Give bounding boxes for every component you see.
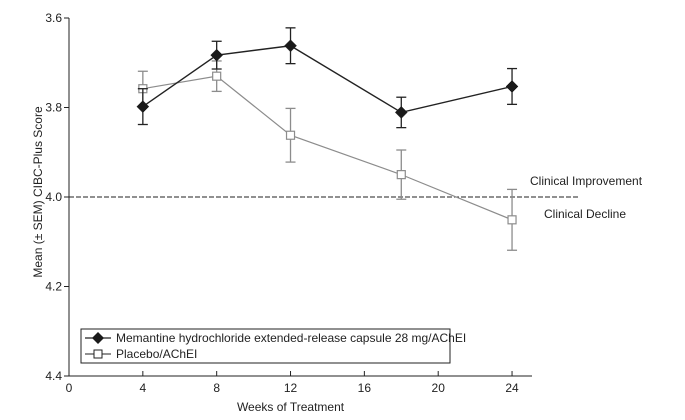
x-tick-label: 24	[505, 381, 519, 395]
legend: Memantine hydrochloride extended-release…	[80, 328, 466, 364]
legend-box	[80, 328, 451, 364]
data-point-diamond	[284, 39, 297, 53]
annotation-clinical-improvement: Clinical Improvement	[530, 174, 643, 188]
series-placebo	[137, 60, 518, 251]
x-tick-label: 16	[358, 381, 372, 395]
legend-marker-diamond	[92, 332, 104, 344]
x-tick-label: 8	[213, 381, 220, 395]
x-axis-title: Weeks of Treatment	[237, 400, 345, 414]
data-point-square	[396, 170, 406, 180]
data-point-square	[285, 130, 296, 140]
annotation-clinical-decline: Clinical Decline	[544, 207, 626, 221]
data-point-diamond	[136, 100, 150, 113]
data-point-diamond	[394, 106, 408, 119]
data-point-diamond	[505, 80, 519, 93]
y-tick-label: 3.6	[45, 11, 62, 25]
x-tick-label: 12	[284, 381, 298, 395]
y-tick-label: 4.4	[45, 369, 62, 383]
x-tick-label: 4	[139, 381, 146, 395]
y-tick-label: 4.0	[45, 190, 62, 204]
legend-label-placebo: Placebo/AChEI	[116, 347, 197, 361]
x-tick-label: 0	[66, 381, 73, 395]
x-tick-label: 20	[432, 381, 446, 395]
legend-label-memantine: Memantine hydrochloride extended-release…	[116, 331, 466, 345]
series-layer	[136, 27, 519, 251]
data-point-square	[212, 71, 222, 81]
axes: 3.6 3.8 4.0 4.2 4.4 0 4 8 12 16 20 24	[45, 11, 532, 395]
legend-marker-square	[93, 349, 103, 359]
y-axis-title: Mean (± SEM) CIBC-Plus Score	[31, 106, 45, 278]
y-tick-label: 4.2	[45, 280, 62, 294]
series-line	[142, 75, 513, 221]
y-tick-label: 3.8	[45, 101, 62, 115]
data-point-diamond	[210, 48, 224, 62]
data-point-square	[507, 215, 517, 225]
series-memantine	[136, 27, 519, 129]
